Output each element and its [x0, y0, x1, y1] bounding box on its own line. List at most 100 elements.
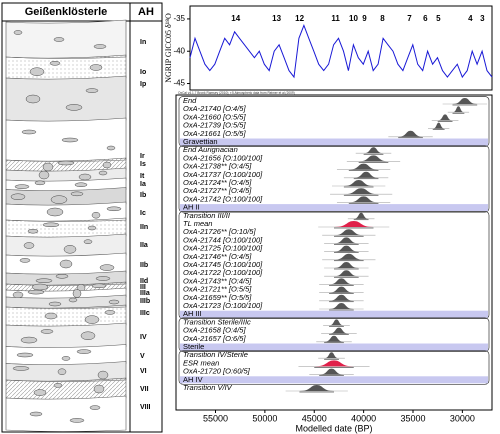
- rock: [91, 211, 101, 219]
- row-label: OxA-21737 [O:100/100]: [183, 170, 263, 179]
- layer-label: Is: [140, 161, 146, 168]
- posterior: [319, 368, 344, 375]
- x-tick-label: 30000: [450, 413, 475, 423]
- y-tick-label: -45: [173, 79, 185, 88]
- posterior: [299, 385, 334, 391]
- interstadial-label: 9: [362, 14, 367, 23]
- row-label: End: [183, 96, 197, 105]
- rock: [83, 239, 93, 244]
- rock: [102, 161, 112, 169]
- rock: [48, 301, 62, 307]
- layer-shape: [5, 322, 127, 349]
- rock: [98, 170, 108, 176]
- row-label: OxA-21658 [O:4/5]: [183, 326, 246, 335]
- posterior: [452, 106, 465, 113]
- row-label: OxA-21725 [O:100/100]: [183, 244, 263, 253]
- row-label: OxA-21726** [O:10/5]: [183, 227, 256, 236]
- layer-label: Ia: [140, 181, 146, 188]
- rock: [57, 368, 67, 375]
- interstadial-label: 12: [295, 14, 304, 23]
- group-box: [178, 145, 490, 213]
- layer-shape: [5, 304, 127, 327]
- layer-shape: [5, 395, 127, 432]
- rock: [42, 162, 54, 172]
- row-label: OxA-21659** [O:5/5]: [183, 293, 252, 302]
- rock: [80, 331, 96, 340]
- rock: [13, 30, 23, 35]
- group-box: [178, 96, 490, 147]
- row-label: OxA-21657 [O:6/5]: [183, 334, 246, 343]
- x-tick-label: 40000: [351, 413, 376, 423]
- group-box: [178, 350, 490, 385]
- posterior: [353, 212, 369, 219]
- rock: [97, 370, 109, 380]
- phase-band: [180, 310, 488, 318]
- ngrip-line: [189, 24, 493, 79]
- x-tick-label: 45000: [302, 413, 327, 423]
- layer-shape: [5, 75, 127, 122]
- posterior: [334, 237, 359, 244]
- row-label: OxA-21727** [O:4/5]: [183, 186, 252, 195]
- posterior: [348, 163, 379, 170]
- rock: [10, 193, 26, 200]
- y-axis-label: NGRIP GICC05 δ¹⁸O: [164, 13, 173, 83]
- interstadial-label: 10: [349, 14, 358, 23]
- posterior: [353, 171, 379, 178]
- row-label: OxA-21720 [O:60/5]: [183, 367, 251, 376]
- rock: [42, 222, 60, 228]
- layer-label: Ir: [140, 153, 145, 160]
- group-box: [178, 210, 490, 320]
- row-label: Sterile: [183, 342, 204, 351]
- posterior: [329, 319, 344, 326]
- layer-label: IIIa: [140, 290, 150, 297]
- row-label: OxA-21742 [O:100/100]: [183, 194, 263, 203]
- layer-label: Ib: [140, 192, 146, 199]
- phase-band: [180, 138, 488, 146]
- rock: [53, 37, 65, 42]
- rock: [93, 44, 107, 49]
- x-tick-label: 55000: [203, 413, 228, 423]
- row-label: Gravettian: [183, 137, 218, 146]
- rock: [63, 245, 77, 254]
- layer-shape: [5, 201, 127, 222]
- rock: [89, 405, 101, 410]
- rock: [106, 145, 116, 151]
- posterior: [334, 262, 359, 268]
- row-label: OxA-21723 [O:100/100]: [183, 301, 263, 310]
- posterior: [329, 286, 354, 293]
- layer-label: Ip: [140, 81, 146, 88]
- posterior: [363, 147, 384, 154]
- posterior: [358, 155, 389, 162]
- layer-label: It: [140, 173, 145, 180]
- posterior: [329, 278, 354, 285]
- row-label: ESR mean: [183, 358, 219, 367]
- rock: [21, 129, 37, 135]
- layer-label: VI: [140, 368, 147, 375]
- row-label: OxA-21661 [O:5/5]: [183, 129, 246, 138]
- rock: [49, 61, 61, 66]
- rock: [16, 352, 34, 358]
- row-label: OxA-21724** [O:4/5]: [183, 178, 252, 187]
- rock: [65, 104, 83, 111]
- rock: [23, 242, 35, 249]
- row-label: AH II: [183, 203, 200, 212]
- phase-band: [180, 376, 488, 384]
- row-label: OxA-21738** [O:4/5]: [183, 162, 252, 171]
- posterior: [343, 188, 379, 195]
- row-label: AH III: [183, 309, 202, 318]
- phase-band: [180, 343, 488, 351]
- rock: [70, 191, 84, 197]
- interstadial-label: 8: [380, 14, 385, 23]
- rock: [99, 264, 115, 271]
- rock: [20, 336, 38, 344]
- x-tick-label: 35000: [400, 413, 425, 423]
- layer-label: IId: [140, 278, 148, 285]
- site-title: Geißenklösterle: [25, 6, 108, 18]
- layer-label: IV: [140, 334, 147, 341]
- rock: [34, 180, 46, 186]
- posterior: [324, 352, 339, 359]
- rock: [46, 207, 64, 217]
- rock: [38, 170, 50, 180]
- rock: [53, 383, 63, 388]
